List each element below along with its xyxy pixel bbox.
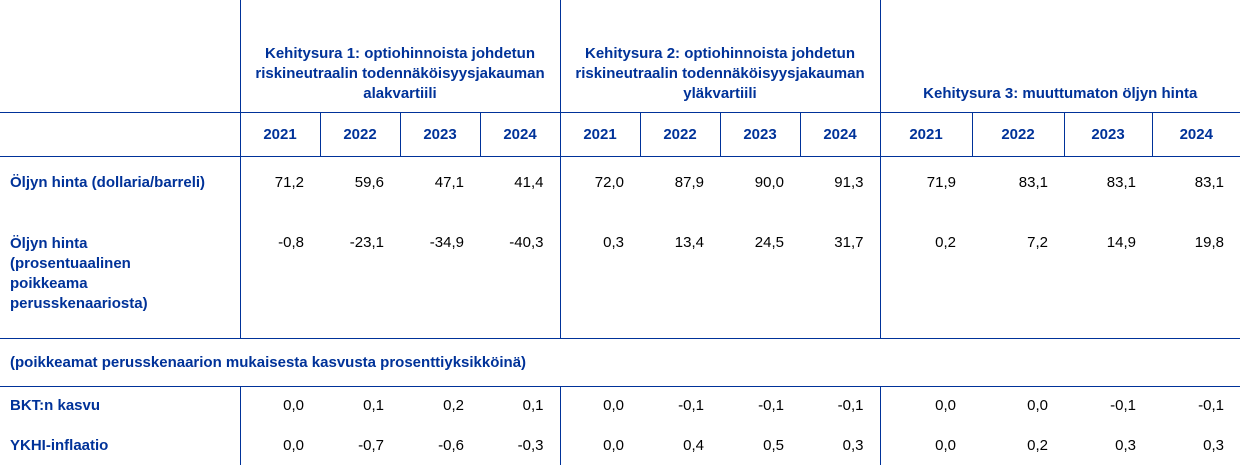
table-cell: 87,9 [674, 173, 704, 191]
year-header: 2024 [479, 112, 560, 157]
table-cell: 24,5 [754, 234, 784, 251]
table-cell: 13,4 [674, 234, 704, 251]
table-cell: -0,1 [758, 397, 784, 415]
year-header: 2022 [639, 112, 720, 157]
table-row: Öljyn hinta (prosentuaalinen poikkeama p… [0, 220, 1240, 338]
table-cell: 91,3 [834, 173, 864, 191]
table-cell: -0,7 [358, 436, 384, 454]
year-header: 2023 [1063, 112, 1152, 157]
table-cell: 14,9 [1106, 234, 1136, 251]
table-cell: 0,3 [842, 436, 864, 454]
group-header-1: Kehitysura 1: optiohinnoista johdetun ri… [239, 0, 560, 113]
table-cell: 0,0 [1027, 397, 1048, 415]
table-cell: 0,0 [559, 386, 640, 425]
section-note: (poikkeamat perusskenaarion mukaisesta k… [0, 337, 1240, 387]
table-cell: 0,0 [879, 425, 972, 465]
table-cell: 7,2 [1027, 234, 1048, 251]
table-cell: 83,1 [1194, 173, 1224, 191]
row-label: YKHI-inflaatio [10, 436, 109, 454]
group-header-row: Kehitysura 1: optiohinnoista johdetun ri… [0, 0, 1240, 113]
table-cell: 71,2 [239, 156, 320, 220]
table-cell: -23,1 [349, 234, 384, 251]
table-cell: 0,5 [763, 436, 784, 454]
year-header: 2023 [399, 112, 480, 157]
table-cell: -0,1 [1198, 397, 1224, 415]
table-row: BKT:n kasvu 0,0 0,1 0,2 0,1 0,0 -0,1 -0,… [0, 386, 1240, 425]
table-cell: 19,8 [1194, 234, 1224, 251]
table-cell: -0,8 [239, 220, 320, 338]
table-cell: 0,0 [239, 386, 320, 425]
table-cell: 59,6 [354, 173, 384, 191]
year-header-row: 2021 2022 2023 2024 2021 2022 2023 2024 … [0, 112, 1240, 157]
table-cell: -0,1 [678, 397, 704, 415]
table-row: Öljyn hinta (dollaria/barreli) 71,2 59,6… [0, 156, 1240, 220]
table-cell: 41,4 [514, 173, 544, 191]
table-cell: 0,2 [879, 220, 972, 338]
table-cell: -0,3 [517, 436, 544, 454]
table-cell: 83,1 [1018, 173, 1048, 191]
row-label: Öljyn hinta (prosentuaalinen poikkeama p… [10, 235, 148, 312]
table-row: YKHI-inflaatio 0,0 -0,7 -0,6 -0,3 0,0 0,… [0, 425, 1240, 465]
row-label: BKT:n kasvu [10, 397, 101, 415]
year-header: 2023 [719, 112, 800, 157]
table-cell: -0,1 [1110, 397, 1136, 415]
group-header-2: Kehitysura 2: optiohinnoista johdetun ri… [559, 0, 880, 113]
table-cell: 90,0 [754, 173, 784, 191]
year-header: 2021 [879, 112, 972, 157]
table-cell: 0,3 [559, 220, 640, 338]
table-cell: -34,9 [429, 234, 464, 251]
table-cell: 0,2 [1027, 436, 1048, 454]
table-cell: 0,1 [363, 397, 384, 415]
table-cell: 0,3 [1203, 436, 1224, 454]
table-cell: 0,2 [443, 397, 464, 415]
table-cell: -0,1 [837, 397, 864, 415]
table-cell: 72,0 [559, 156, 640, 220]
table-cell: 0,0 [239, 425, 320, 465]
group-header-3: Kehitysura 3: muuttumaton öljyn hinta [879, 0, 1240, 113]
table-cell: 0,1 [522, 397, 544, 415]
year-header: 2024 [1151, 112, 1240, 157]
table-cell: 71,9 [879, 156, 972, 220]
section-note-row: (poikkeamat perusskenaarion mukaisesta k… [0, 337, 1240, 387]
year-header: 2021 [239, 112, 320, 157]
table-cell: 83,1 [1106, 173, 1136, 191]
table-cell: 31,7 [834, 234, 864, 251]
table-cell: 0,0 [879, 386, 972, 425]
year-header: 2022 [971, 112, 1064, 157]
table-cell: 0,3 [1115, 436, 1136, 454]
row-label: Öljyn hinta (dollaria/barreli) [10, 173, 206, 191]
table-cell: 0,0 [559, 425, 640, 465]
table-cell: -40,3 [509, 234, 544, 251]
table-cell: 47,1 [434, 173, 464, 191]
table-cell: 0,4 [683, 436, 704, 454]
table-cell: -0,6 [438, 436, 464, 454]
year-header: 2021 [559, 112, 640, 157]
year-header: 2022 [319, 112, 400, 157]
year-header: 2024 [799, 112, 880, 157]
corner-cell [0, 0, 240, 113]
